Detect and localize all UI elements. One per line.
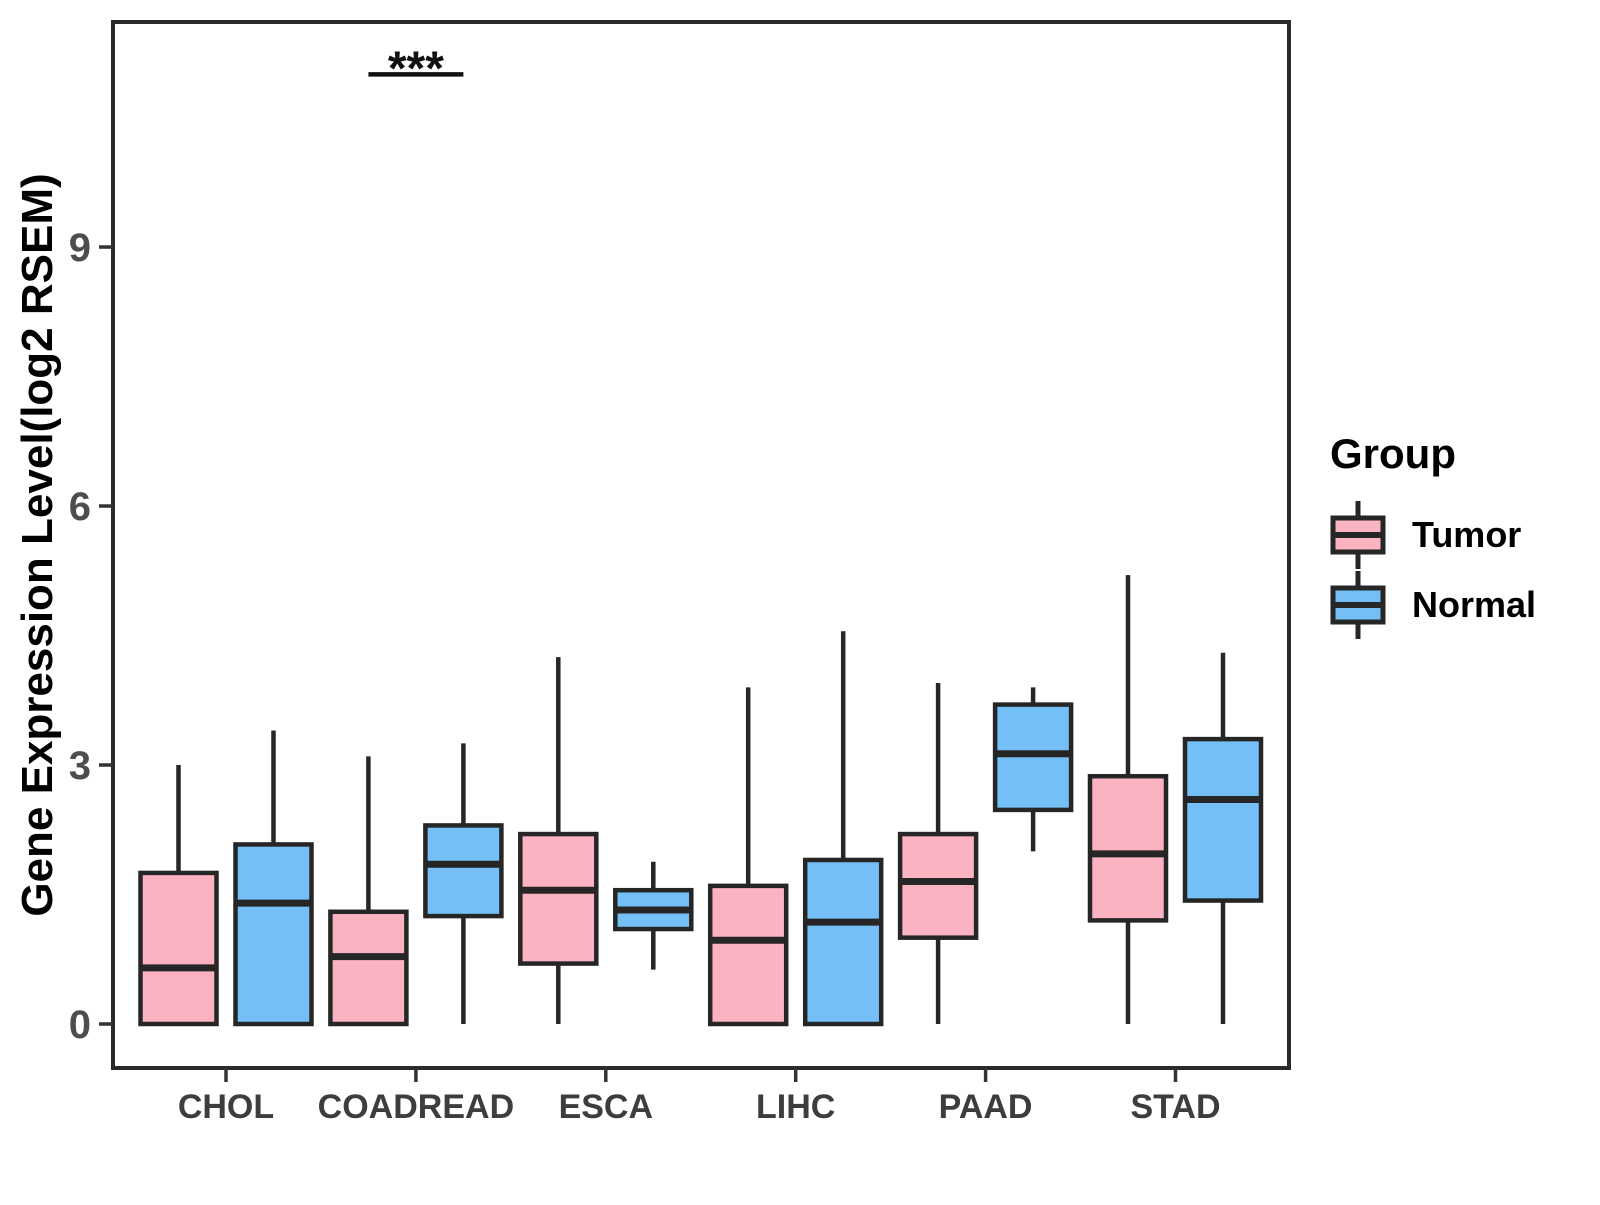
x-category-label: COADREAD xyxy=(318,1088,514,1126)
box-CHOL-Tumor xyxy=(138,870,219,1027)
y-tick-label: 0 xyxy=(69,1003,91,1047)
significance-stars: *** xyxy=(388,42,444,95)
legend-label-tumor: Tumor xyxy=(1412,514,1522,555)
box-COADREAD-Tumor xyxy=(328,909,409,1027)
box-COADREAD-Normal xyxy=(423,823,504,919)
legend-label-normal: Normal xyxy=(1412,584,1537,625)
legend-entry-tumor: Tumor xyxy=(1330,500,1536,570)
x-category-label: ESCA xyxy=(559,1088,653,1126)
box-LIHC-Tumor xyxy=(707,883,789,1027)
legend-entry-normal: Normal xyxy=(1330,570,1536,640)
y-axis-title: Gene Expression Level(log2 RSEM) xyxy=(13,173,62,917)
box-LIHC-Normal xyxy=(802,857,884,1027)
y-tick-label: 9 xyxy=(69,226,91,270)
legend: Group Tumor Normal xyxy=(1330,430,1536,640)
box-ESCA-Tumor xyxy=(518,831,599,966)
x-category-label: CHOL xyxy=(178,1088,274,1126)
y-tick-label: 6 xyxy=(69,485,91,529)
normal-boxplot-icon xyxy=(1330,571,1386,639)
x-category-label: STAD xyxy=(1130,1088,1220,1126)
box-CHOL-Normal xyxy=(233,842,314,1027)
box-STAD-Normal xyxy=(1182,736,1264,903)
legend-title: Group xyxy=(1330,430,1456,477)
box-STAD-Tumor xyxy=(1087,773,1169,923)
x-category-label: LIHC xyxy=(756,1088,835,1126)
tumor-boxplot-icon xyxy=(1330,501,1386,569)
y-tick-label: 3 xyxy=(69,744,91,788)
box-PAAD-Tumor xyxy=(897,831,979,940)
x-category-label: PAAD xyxy=(939,1088,1033,1126)
